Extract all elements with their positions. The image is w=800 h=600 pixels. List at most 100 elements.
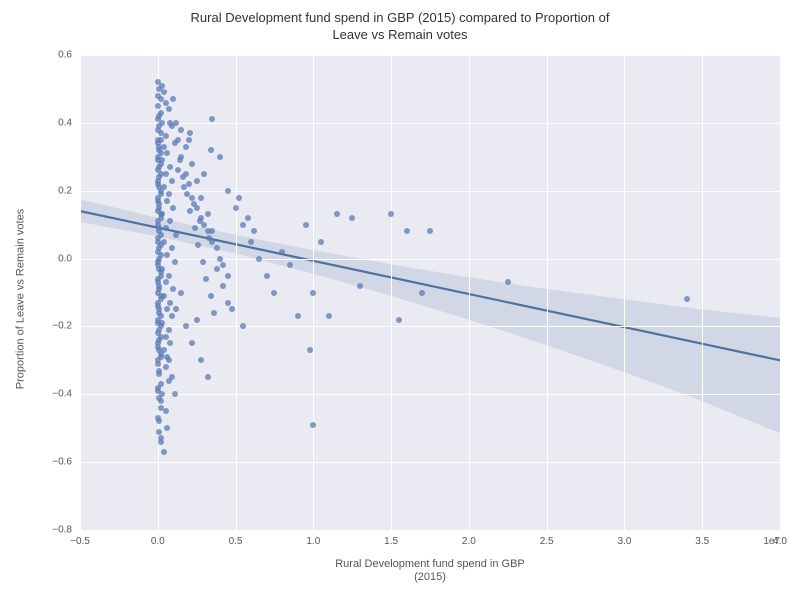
- scatter-point: [156, 164, 162, 170]
- scatter-point: [155, 300, 161, 306]
- scatter-point: [173, 306, 179, 312]
- scatter-point: [158, 334, 164, 340]
- scatter-point: [166, 357, 172, 363]
- scatter-point: [158, 96, 164, 102]
- scatter-point: [164, 425, 170, 431]
- scatter-point: [225, 188, 231, 194]
- x-axis-label: Rural Development fund spend in GBP(2015…: [80, 558, 780, 584]
- y-tick-label: 0.4: [58, 117, 72, 128]
- scatter-point: [155, 218, 161, 224]
- grid-line-v: [547, 55, 548, 530]
- scatter-point: [326, 313, 332, 319]
- y-tick-label: 0.6: [58, 50, 72, 61]
- x-tick-label: 3.0: [617, 536, 631, 547]
- grid-line-v: [391, 55, 392, 530]
- scatter-point: [256, 256, 262, 262]
- scatter-point: [164, 150, 170, 156]
- scatter-point: [191, 201, 197, 207]
- scatter-point: [156, 368, 162, 374]
- grid-line-v: [780, 55, 781, 530]
- scatter-point: [181, 184, 187, 190]
- x-tick-label: 0.0: [151, 536, 165, 547]
- grid-line-h: [80, 259, 780, 260]
- scatter-point: [163, 225, 169, 231]
- scatter-point: [170, 205, 176, 211]
- scatter-point: [427, 228, 433, 234]
- scatter-point: [169, 178, 175, 184]
- y-axis-label: Proportion of Leave vs Remain votes: [14, 61, 26, 536]
- scatter-point: [158, 354, 164, 360]
- scatter-point: [419, 290, 425, 296]
- scatter-point: [404, 228, 410, 234]
- scatter-point: [156, 205, 162, 211]
- scatter-point: [186, 137, 192, 143]
- y-tick-label: 0.2: [58, 185, 72, 196]
- scatter-point: [156, 429, 162, 435]
- scatter-point: [156, 395, 162, 401]
- scatter-point: [195, 242, 201, 248]
- scatter-point: [167, 164, 173, 170]
- grid-line-h: [80, 530, 780, 531]
- scatter-point: [155, 320, 161, 326]
- scatter-point: [189, 340, 195, 346]
- scatter-point: [167, 218, 173, 224]
- scatter-point: [166, 327, 172, 333]
- scatter-point: [310, 422, 316, 428]
- scatter-point: [209, 228, 215, 234]
- scatter-point: [156, 347, 162, 353]
- scatter-point: [307, 347, 313, 353]
- scatter-point: [310, 290, 316, 296]
- scatter-point: [155, 157, 161, 163]
- grid-line-v: [80, 55, 81, 530]
- scatter-point: [180, 174, 186, 180]
- scatter-point: [233, 205, 239, 211]
- scatter-point: [169, 313, 175, 319]
- grid-line-h: [80, 55, 780, 56]
- scatter-point: [236, 195, 242, 201]
- scatter-point: [187, 130, 193, 136]
- plot-area: −0.8−0.6−0.4−0.20.00.20.40.6−0.50.00.51.…: [80, 55, 780, 530]
- scatter-point: [248, 239, 254, 245]
- scatter-point: [155, 103, 161, 109]
- scatter-point: [156, 245, 162, 251]
- scatter-point: [164, 306, 170, 312]
- scatter-point: [287, 262, 293, 268]
- scatter-point: [166, 106, 172, 112]
- scatter-point: [318, 239, 324, 245]
- y-tick-label: 0.0: [58, 253, 72, 264]
- scatter-point: [158, 232, 164, 238]
- scatter-point: [206, 235, 212, 241]
- scatter-point: [158, 439, 164, 445]
- scatter-point: [156, 327, 162, 333]
- scatter-point: [208, 293, 214, 299]
- scatter-point: [170, 286, 176, 292]
- scatter-point: [214, 245, 220, 251]
- scatter-point: [156, 306, 162, 312]
- grid-line-v: [236, 55, 237, 530]
- scatter-point: [156, 123, 162, 129]
- scatter-point: [163, 364, 169, 370]
- scatter-point: [197, 218, 203, 224]
- scatter-point: [357, 283, 363, 289]
- scatter-point: [158, 381, 164, 387]
- scatter-point: [295, 313, 301, 319]
- scatter-point: [245, 215, 251, 221]
- scatter-point: [279, 249, 285, 255]
- scatter-point: [169, 245, 175, 251]
- chart-title: Rural Development fund spend in GBP (201…: [0, 10, 800, 44]
- scatter-point: [155, 178, 161, 184]
- x-tick-label: −0.5: [70, 536, 90, 547]
- x-tick-label: 1.5: [384, 536, 398, 547]
- grid-line-h: [80, 394, 780, 395]
- scatter-point: [178, 290, 184, 296]
- regression-layer: [80, 55, 780, 530]
- scatter-point: [349, 215, 355, 221]
- scatter-point: [217, 154, 223, 160]
- scatter-point: [194, 178, 200, 184]
- scatter-point: [158, 405, 164, 411]
- scatter-point: [194, 317, 200, 323]
- scatter-point: [225, 300, 231, 306]
- x-tick-label: 0.5: [229, 536, 243, 547]
- scatter-point: [158, 252, 164, 258]
- x-tick-label: 2.0: [462, 536, 476, 547]
